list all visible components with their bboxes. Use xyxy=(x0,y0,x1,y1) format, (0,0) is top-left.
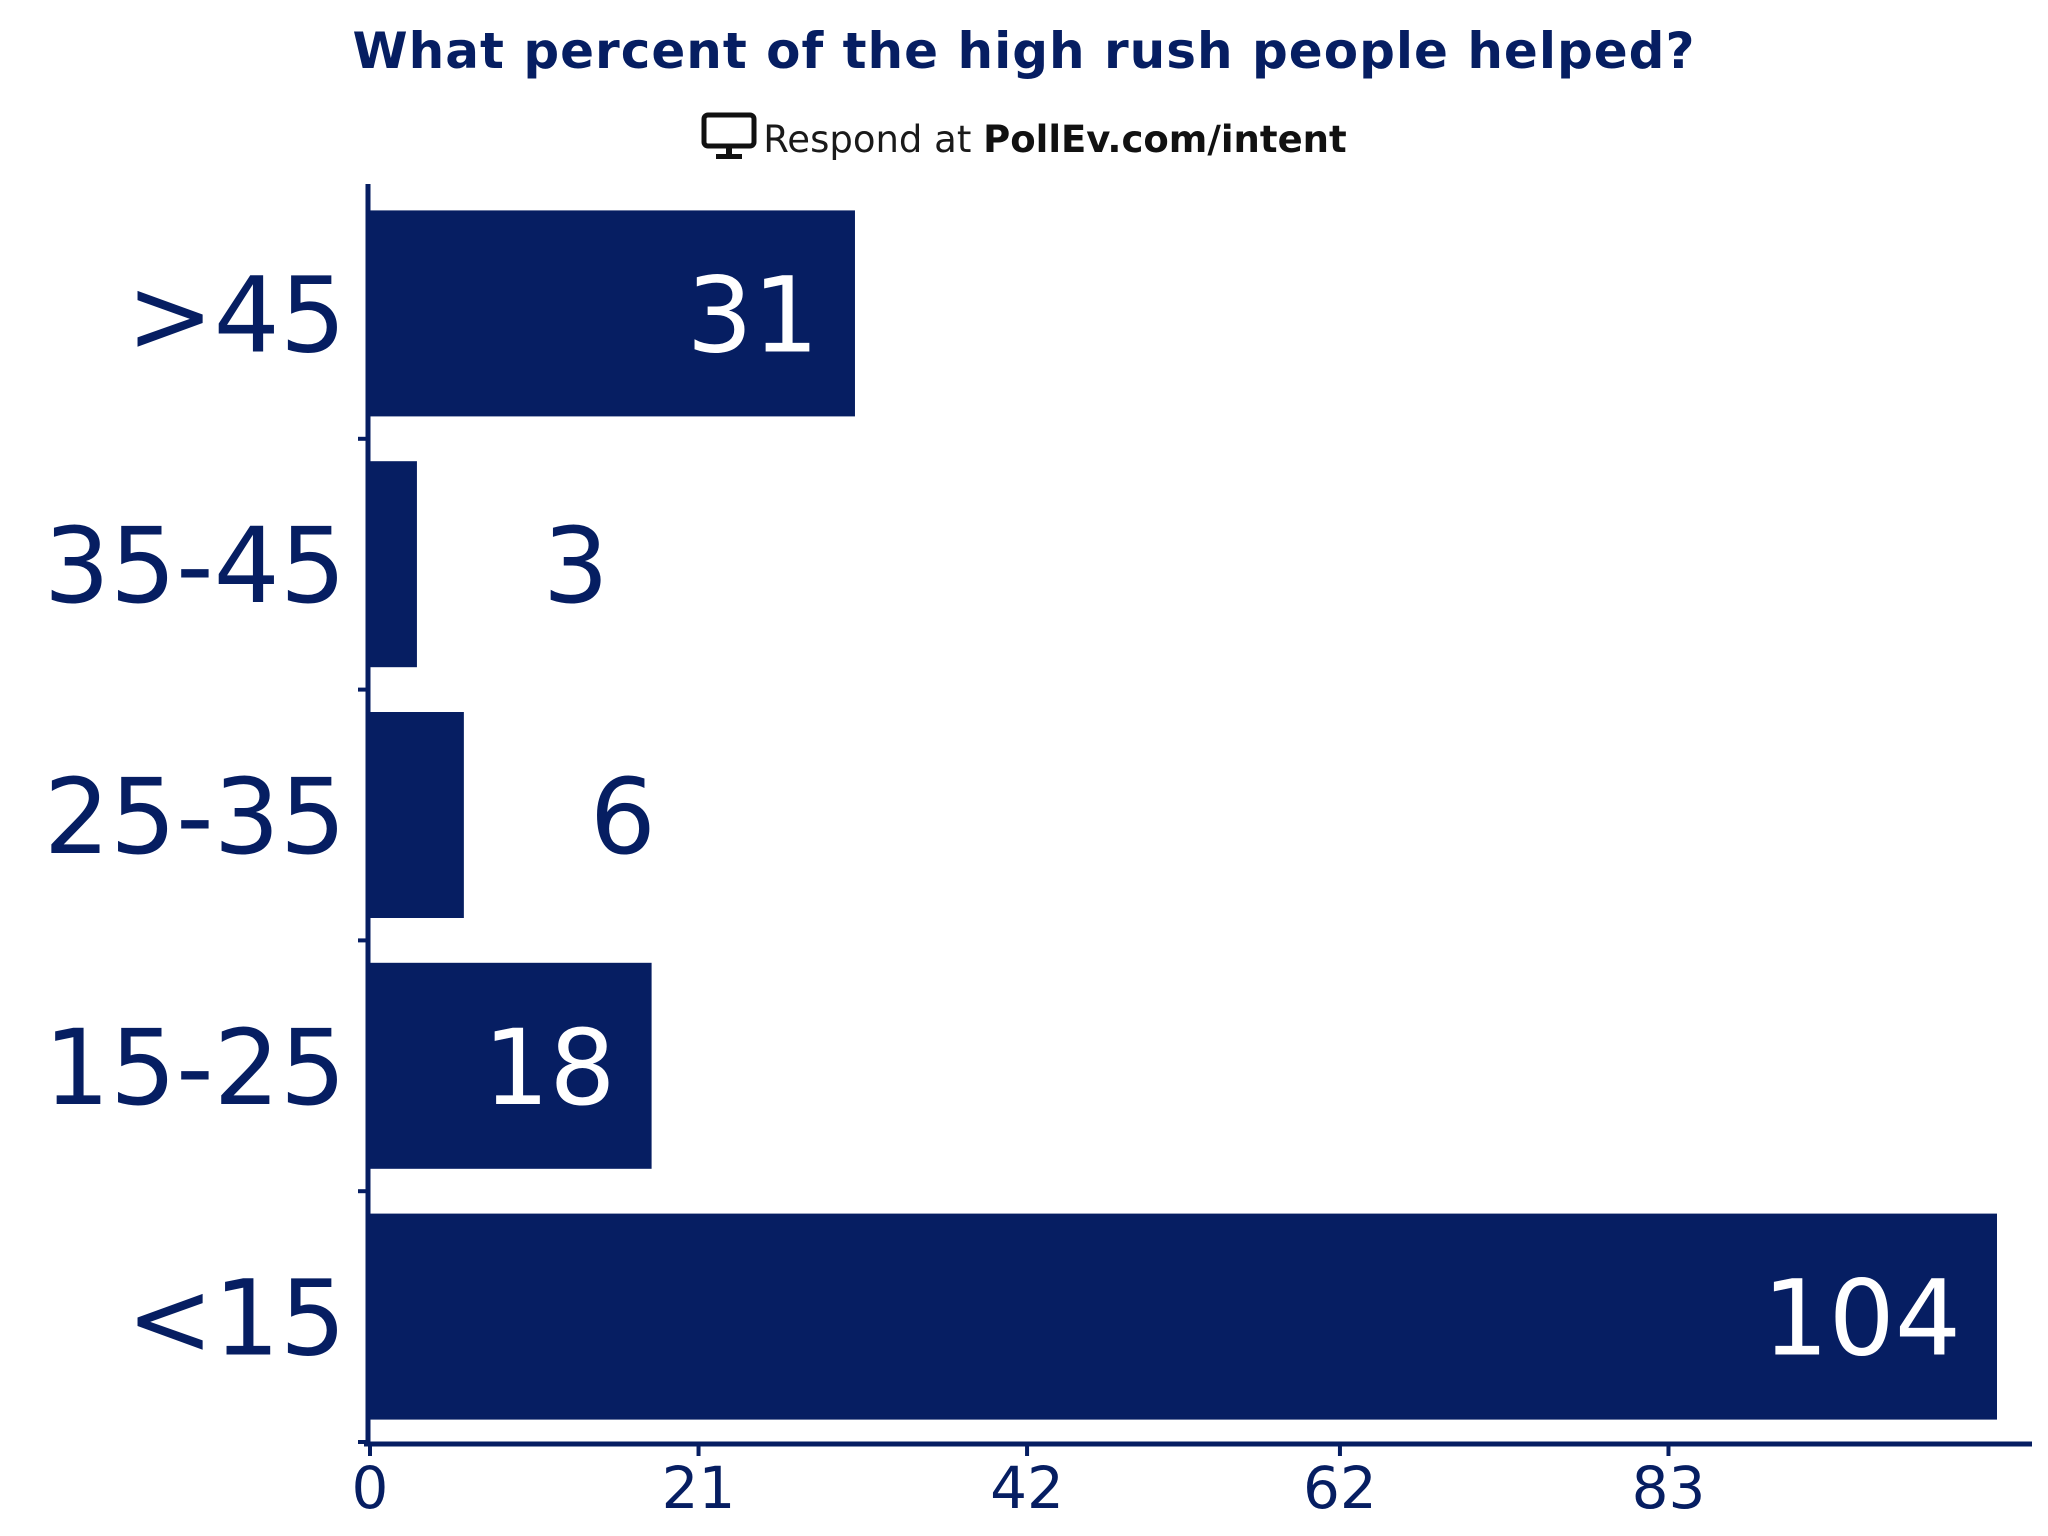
monitor-icon xyxy=(701,112,757,169)
bar-3 xyxy=(370,962,652,1169)
bar-1 xyxy=(370,461,417,668)
x-tick-label-2: 42 xyxy=(990,1454,1064,1522)
category-label-3: 15-25 xyxy=(44,1007,346,1129)
bar-2 xyxy=(370,712,464,918)
value-label-2: 6 xyxy=(590,756,656,878)
poll-instructions: Respond at PollEv.com/intent xyxy=(0,112,2048,169)
category-label-0: >45 xyxy=(127,254,346,376)
bar-4 xyxy=(370,1213,1997,1420)
chart-title: What percent of the high rush people hel… xyxy=(352,22,1696,80)
value-label-0: 31 xyxy=(687,254,819,376)
x-tick-label-1: 21 xyxy=(662,1454,736,1522)
x-tick-label-0: 0 xyxy=(352,1454,389,1522)
category-label-1: 35-45 xyxy=(44,505,346,627)
value-label-3: 18 xyxy=(483,1007,615,1129)
poll-url-link[interactable]: PollEv.com/intent xyxy=(983,118,1347,161)
bar-0 xyxy=(370,210,855,417)
respond-at-text: Respond at xyxy=(763,118,972,161)
value-label-1: 3 xyxy=(543,505,609,627)
category-label-2: 25-35 xyxy=(44,756,346,878)
category-label-4: <15 xyxy=(127,1258,346,1380)
value-label-4: 104 xyxy=(1762,1258,1961,1380)
x-tick-label-4: 83 xyxy=(1632,1454,1706,1522)
x-tick-label-3: 62 xyxy=(1303,1454,1377,1522)
